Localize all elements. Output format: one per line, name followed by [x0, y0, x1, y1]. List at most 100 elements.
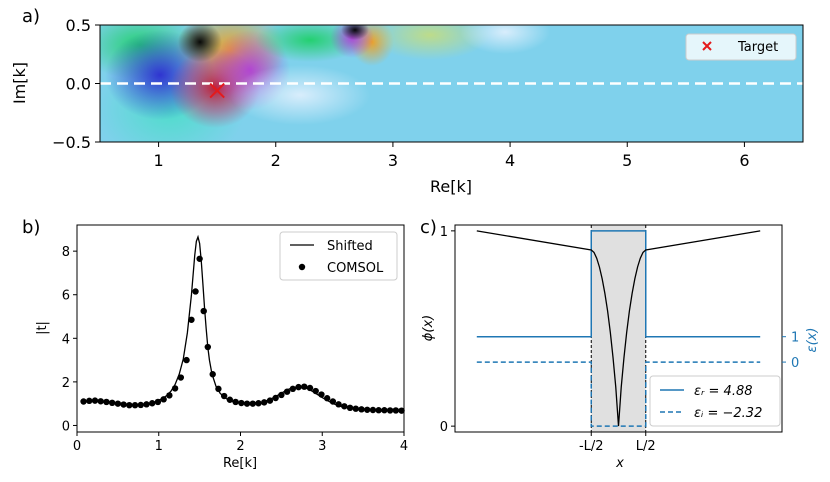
- target-marker-stroke: [209, 82, 225, 99]
- heatmap-blob: [178, 25, 222, 62]
- legend-label: Target: [737, 40, 778, 55]
- x-tick-label: 0: [73, 439, 81, 454]
- data-point: [335, 401, 342, 408]
- data-point: [220, 392, 228, 400]
- data-point: [171, 385, 179, 392]
- data-point: [398, 407, 405, 414]
- x-tick-label: 1: [155, 439, 163, 454]
- data-point: [183, 356, 190, 364]
- data-point: [120, 401, 127, 408]
- legend-label: εᵣ = 4.88: [694, 384, 753, 399]
- data-point: [386, 407, 394, 414]
- y-tick-label: 1: [440, 225, 448, 240]
- y-tick-label: 4: [62, 332, 70, 347]
- x-tick-label: 2: [236, 439, 244, 454]
- legend: Shifted COMSOL: [279, 231, 398, 281]
- data-point: [289, 385, 297, 393]
- x-tick-label: 4: [505, 151, 515, 170]
- data-point: [200, 307, 207, 315]
- data-point: [238, 399, 245, 407]
- panel-label: a): [22, 6, 40, 27]
- y-axis-ticks-left: 01: [440, 225, 455, 435]
- data-point: [255, 400, 262, 407]
- data-point: [266, 397, 274, 404]
- y-axis-ticks-right: 01: [782, 331, 799, 371]
- phi-curve: [476, 230, 761, 427]
- data-point: [80, 398, 87, 405]
- data-point: [149, 400, 156, 407]
- eps-imag-profile: [476, 361, 761, 427]
- data-point: [91, 397, 99, 404]
- data-point: [196, 255, 203, 262]
- legend-label: εᵢ = −2.32: [694, 406, 762, 421]
- data-point: [278, 391, 285, 399]
- heatmap-blob: [460, 25, 550, 54]
- series-points-comsol: [80, 255, 405, 414]
- x-axis-ticks: 0 1 2 3 4: [73, 432, 408, 454]
- panel-label: b): [22, 217, 40, 238]
- legend: Target: [685, 33, 797, 61]
- data-point: [341, 403, 348, 410]
- x-tick-label: L/2: [636, 439, 656, 454]
- data-point: [323, 395, 331, 402]
- data-point: [364, 406, 371, 413]
- y-tick-label: 0.5: [66, 16, 91, 35]
- y-tick-label: 6: [62, 289, 70, 304]
- data-point: [86, 397, 93, 405]
- y-axis-label-right: ε(x): [805, 328, 820, 353]
- legend-box: [649, 375, 781, 427]
- data-point: [232, 398, 239, 406]
- legend-marker: [702, 41, 712, 51]
- x-tick-label: 4: [400, 439, 408, 454]
- panel-c: -L/2 L/2 01 01 x ϕ(x) ε(x) c) εᵣ = 4.88 ε…: [420, 217, 820, 471]
- x-tick-label: 3: [318, 439, 326, 454]
- data-point: [204, 343, 211, 351]
- x-tick-label: 1: [153, 151, 163, 170]
- y-tick-label: 0: [440, 420, 448, 435]
- data-point: [166, 392, 173, 399]
- y-tick-label: 1: [791, 331, 799, 346]
- data-point: [329, 398, 337, 405]
- x-axis-label: x: [615, 456, 624, 471]
- x-axis-ticks: -L/2 L/2: [579, 432, 656, 454]
- data-point: [154, 398, 162, 406]
- target-marker: [209, 82, 225, 99]
- y-axis-ticks: 0 2 4 6 8: [62, 245, 77, 434]
- x-axis-label: Re[k]: [223, 456, 257, 471]
- y-tick-label: 0: [62, 419, 70, 434]
- data-point: [369, 406, 377, 414]
- y-axis-label: |t|: [35, 321, 50, 335]
- y-tick-label: 8: [62, 245, 70, 260]
- data-point: [381, 407, 388, 414]
- data-point: [283, 388, 291, 395]
- data-point: [272, 394, 279, 402]
- legend-label: Shifted: [327, 239, 373, 254]
- data-point: [131, 401, 139, 409]
- x-tick-label: -L/2: [579, 439, 604, 454]
- plot-frame: [454, 224, 783, 433]
- y-tick-label: −0.5: [52, 133, 91, 152]
- data-point: [301, 383, 308, 390]
- data-point: [188, 316, 195, 323]
- y-axis-ticks: 0.5 0.0 −0.5: [52, 16, 100, 152]
- data-point: [312, 387, 319, 395]
- data-point: [352, 405, 359, 412]
- data-point: [143, 401, 150, 408]
- x-axis-label: Re[k]: [430, 177, 472, 196]
- legend-dot-comsol: [298, 263, 306, 271]
- x-tick-label: 2: [271, 151, 281, 170]
- y-tick-label: 2: [62, 376, 70, 391]
- data-point: [318, 391, 325, 398]
- data-point: [114, 400, 122, 407]
- legend-label: COMSOL: [327, 261, 384, 276]
- x-tick-label: 3: [388, 151, 398, 170]
- eps-real-profile: [476, 230, 761, 338]
- data-point: [358, 406, 365, 413]
- heatmap-features: [100, 25, 550, 142]
- y-axis-label: Im[k]: [10, 62, 29, 104]
- x-axis-ticks: 1 2 3 4 5 6: [153, 142, 750, 170]
- y-tick-label: 0.0: [66, 75, 91, 94]
- y-tick-label: 0: [791, 356, 799, 371]
- x-tick-label: 6: [739, 151, 749, 170]
